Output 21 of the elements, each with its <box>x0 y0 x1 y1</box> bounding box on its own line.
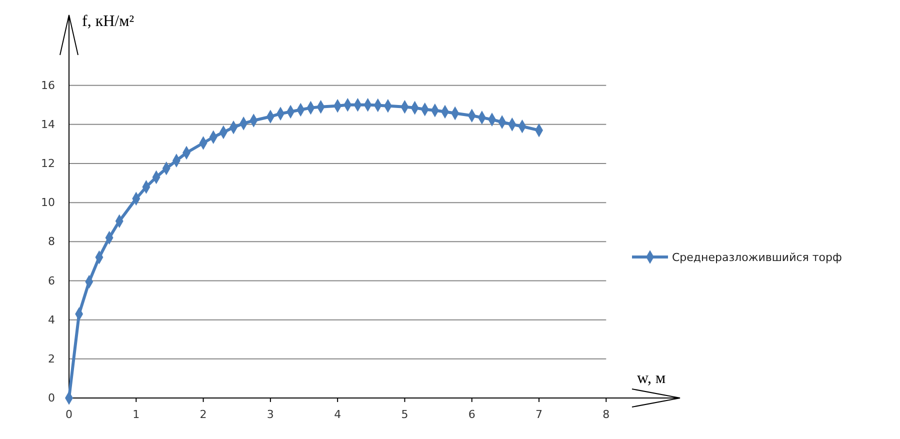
x-tick-label: 2 <box>200 408 207 421</box>
x-tick-label: 0 <box>66 408 72 421</box>
x-tick-label: 4 <box>334 408 342 421</box>
y-axis-title: f, кН/м² <box>82 13 134 30</box>
x-tick-label: 7 <box>536 408 542 421</box>
x-tick-label: 3 <box>266 408 274 421</box>
y-tick-label: 0 <box>48 392 55 405</box>
y-tick-label: 6 <box>48 274 55 288</box>
x-tick-label: 1 <box>132 408 140 421</box>
x-axis-title: w, м <box>637 370 666 387</box>
y-tick-label: 4 <box>48 313 55 326</box>
y-tick-label: 16 <box>41 78 55 92</box>
y-tick-label: 2 <box>48 352 55 366</box>
y-tick-label: 10 <box>41 196 55 210</box>
y-tick-label: 8 <box>48 235 55 248</box>
x-tick-label: 8 <box>602 408 610 421</box>
x-tick-label: 6 <box>468 408 476 421</box>
y-tick-label: 14 <box>41 118 55 131</box>
x-tick-label: 5 <box>401 408 408 421</box>
legend-label: Среднеразложившийся торф <box>672 251 842 264</box>
y-tick-label: 12 <box>41 157 55 170</box>
